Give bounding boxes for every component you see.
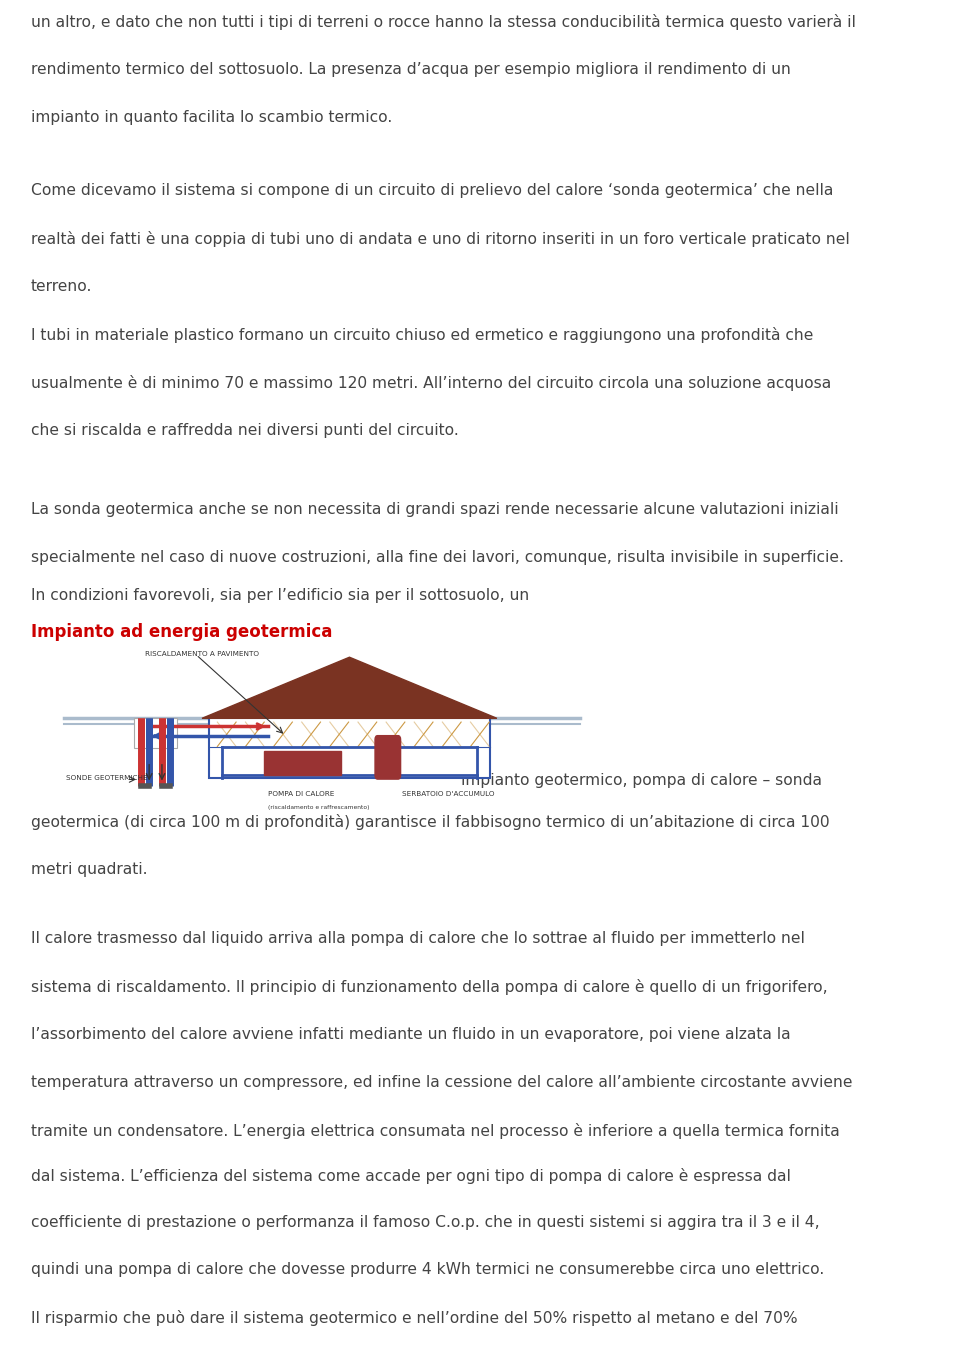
Text: SERBATOIO D'ACCUMULO: SERBATOIO D'ACCUMULO — [402, 792, 494, 797]
Text: realtà dei fatti è una coppia di tubi uno di andata e uno di ritorno inseriti in: realtà dei fatti è una coppia di tubi un… — [31, 231, 850, 247]
Text: RISCALDAMENTO A PAVIMENTO: RISCALDAMENTO A PAVIMENTO — [145, 650, 259, 656]
Bar — [209, 718, 491, 778]
Text: Il risparmio che può dare il sistema geotermico e nell’ordine del 50% rispetto a: Il risparmio che può dare il sistema geo… — [31, 1310, 798, 1325]
Text: metri quadrati.: metri quadrati. — [31, 862, 147, 877]
Text: Il calore trasmesso dal liquido arriva alla pompa di calore che lo sottrae al fl: Il calore trasmesso dal liquido arriva a… — [31, 930, 804, 945]
Text: specialmente nel caso di nuove costruzioni, alla fine dei lavori, comunque, risu: specialmente nel caso di nuove costruzio… — [31, 550, 844, 565]
Text: I tubi in materiale plastico formano un circuito chiuso ed ermetico e raggiungon: I tubi in materiale plastico formano un … — [31, 326, 813, 342]
Text: SONDE GEOTERMICHE: SONDE GEOTERMICHE — [65, 775, 147, 781]
Bar — [264, 751, 341, 775]
Text: In condizioni favorevoli, sia per l’edificio sia per il sottosuolo, un: In condizioni favorevoli, sia per l’edif… — [31, 588, 529, 603]
Text: geotermica (di circa 100 m di profondità) garantisce il fabbisogno termico di un: geotermica (di circa 100 m di profondità… — [31, 813, 829, 830]
Text: Impianto ad energia geotermica: Impianto ad energia geotermica — [31, 623, 332, 641]
Text: l’assorbimento del calore avviene infatti mediante un fluido in un evaporatore, : l’assorbimento del calore avviene infatt… — [31, 1027, 790, 1042]
Polygon shape — [202, 657, 497, 718]
Text: quindi una pompa di calore che dovesse produrre 4 kWh termici ne consumerebbe ci: quindi una pompa di calore che dovesse p… — [31, 1262, 824, 1277]
Text: un altro, e dato che non tutti i tipi di terreni o rocce hanno la stessa conduci: un altro, e dato che non tutti i tipi di… — [31, 15, 855, 30]
Text: dal sistema. L’efficienza del sistema come accade per ogni tipo di pompa di calo: dal sistema. L’efficienza del sistema co… — [31, 1168, 790, 1184]
Text: tramite un condensatore. L’energia elettrica consumata nel processo è inferiore : tramite un condensatore. L’energia elett… — [31, 1123, 839, 1138]
Text: coefficiente di prestazione o performanza il famoso C.o.p. che in questi sistemi: coefficiente di prestazione o performanz… — [31, 1214, 819, 1229]
Text: impianto in quanto facilita lo scambio termico.: impianto in quanto facilita lo scambio t… — [31, 110, 392, 125]
Text: impianto geotermico, pompa di calore – sonda: impianto geotermico, pompa di calore – s… — [461, 773, 822, 788]
Text: rendimento termico del sottosuolo. La presenza d’acqua per esempio migliora il r: rendimento termico del sottosuolo. La pr… — [31, 62, 790, 77]
Text: usualmente è di minimo 70 e massimo 120 metri. All’interno del circuito circola : usualmente è di minimo 70 e massimo 120 … — [31, 375, 831, 391]
Text: terreno.: terreno. — [31, 278, 92, 293]
FancyBboxPatch shape — [375, 736, 400, 779]
Text: POMPA DI CALORE: POMPA DI CALORE — [269, 792, 335, 797]
Text: Come dicevamo il sistema si compone di un circuito di prelievo del calore ‘sonda: Come dicevamo il sistema si compone di u… — [31, 182, 833, 197]
Text: (riscaldamento e raffrescamento): (riscaldamento e raffrescamento) — [269, 805, 370, 809]
Text: che si riscalda e raffredda nei diversi punti del circuito.: che si riscalda e raffredda nei diversi … — [31, 422, 459, 437]
Text: temperatura attraverso un compressore, ed infine la cessione del calore all’ambi: temperatura attraverso un compressore, e… — [31, 1074, 852, 1089]
Text: sistema di riscaldamento. Il principio di funzionamento della pompa di calore è : sistema di riscaldamento. Il principio d… — [31, 979, 828, 994]
Text: La sonda geotermica anche se non necessita di grandi spazi rende necessarie alcu: La sonda geotermica anche se non necessi… — [31, 502, 838, 517]
Bar — [133, 718, 178, 748]
